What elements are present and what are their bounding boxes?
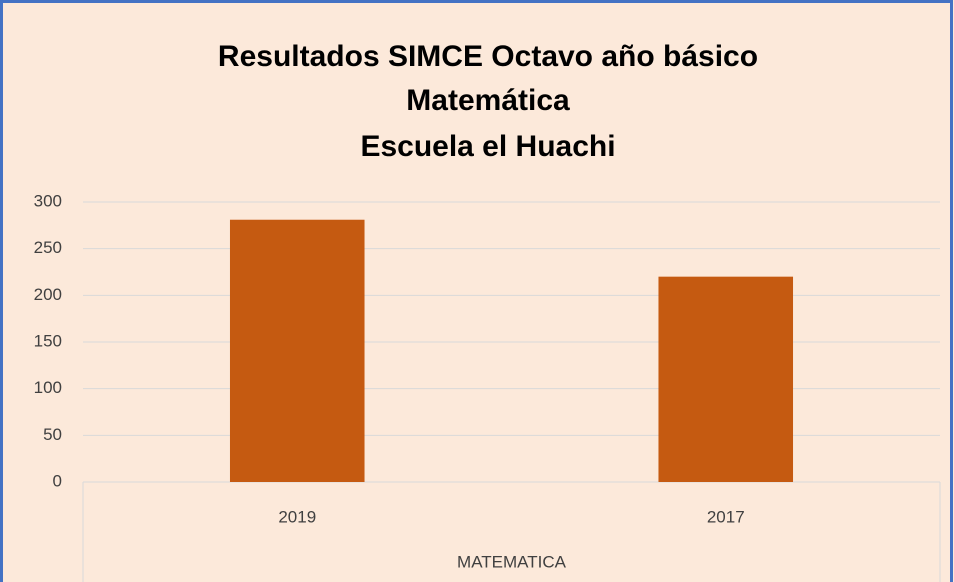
chart-title: Resultados SIMCE Octavo año básico: [218, 40, 758, 73]
chart-title: Matemática: [406, 84, 570, 117]
x-axis-label: MATEMATICA: [457, 552, 567, 571]
bar: [229, 219, 365, 482]
x-tick-label: 2019: [278, 507, 316, 526]
y-tick-label: 0: [53, 471, 62, 490]
y-tick-label: 50: [43, 425, 62, 444]
y-tick-label: 250: [34, 238, 62, 257]
y-tick-label: 150: [34, 331, 62, 350]
x-tick-label: 2017: [707, 507, 745, 526]
y-tick-label: 300: [34, 191, 62, 210]
bar: [658, 276, 794, 482]
chart-title: Escuela el Huachi: [360, 130, 615, 163]
y-tick-label: 200: [34, 285, 62, 304]
y-tick-label: 100: [34, 378, 62, 397]
